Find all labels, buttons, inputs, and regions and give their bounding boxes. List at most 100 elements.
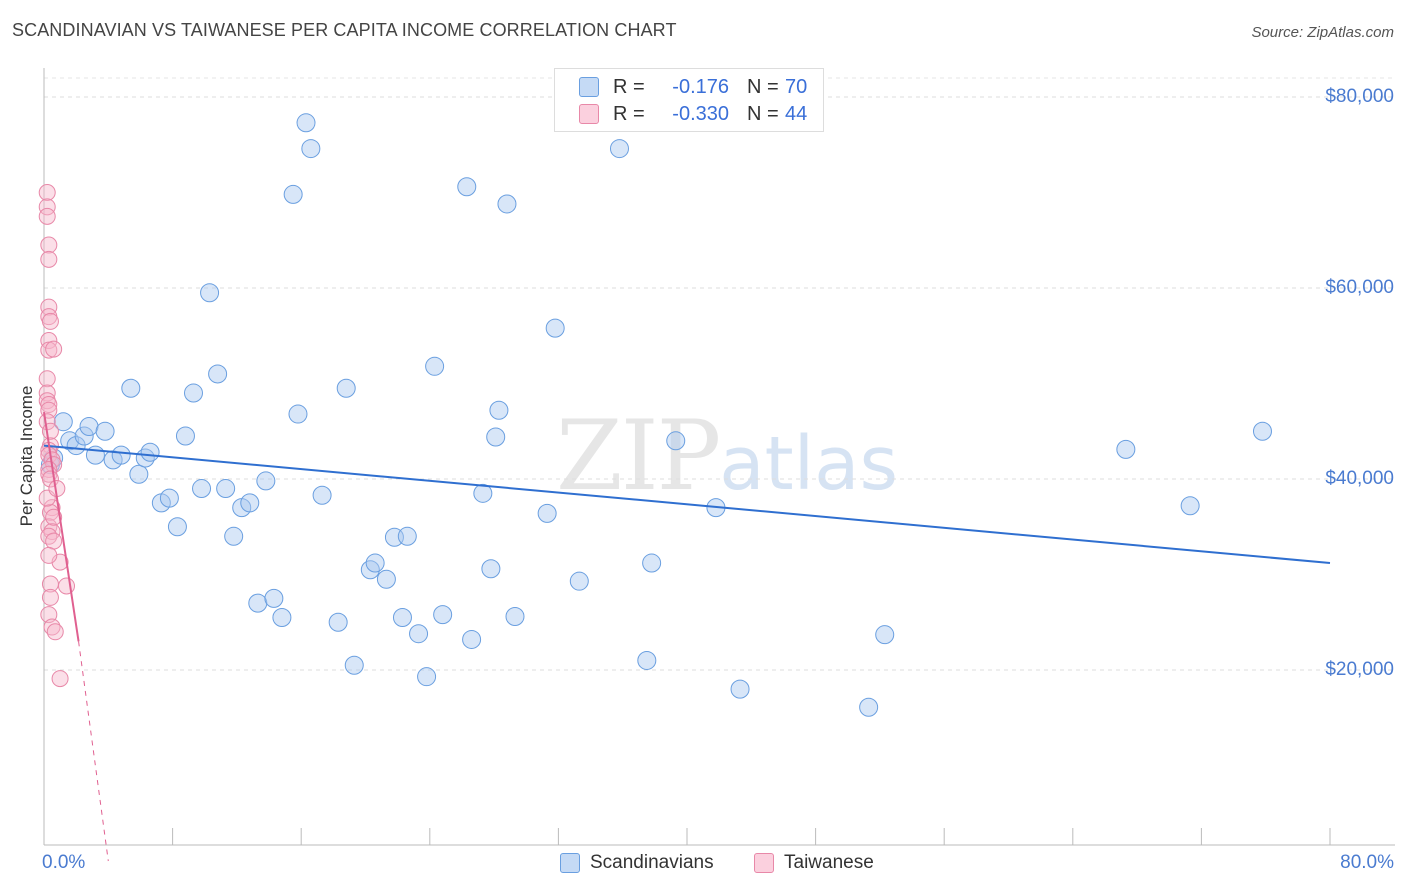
data-point [51,670,69,688]
source-label: Source: ZipAtlas.com [1251,24,1394,41]
data-point [730,679,750,699]
legend-n-label: N = [747,102,779,125]
data-point [38,184,56,201]
data-point [40,332,58,350]
data-point [38,370,56,388]
data-point [41,312,59,330]
data-point [43,618,61,636]
data-point [296,113,316,133]
data-point [505,607,525,627]
trend-lines [43,412,1331,862]
data-point [1252,421,1272,441]
data-point [473,483,493,503]
data-point [283,184,303,204]
data-point [40,341,58,359]
legend-row-taiwanese: R = -0.330 N = 44 [579,101,807,127]
watermark: ZIPatlas [556,400,898,512]
data-point [45,508,63,526]
data-point [666,431,686,451]
y-tick-label: $40,000 [1325,468,1394,489]
data-point [58,577,76,595]
data-point [264,588,284,608]
chart-title: SCANDINAVIAN VS TAIWANESE PER CAPITA INC… [12,20,677,40]
data-point [365,553,385,573]
data-point [121,378,141,398]
axes [43,68,1395,846]
gridlines [44,77,1395,671]
data-point [875,625,895,645]
data-point [409,624,429,644]
data-point [569,571,589,591]
data-point [183,383,203,403]
data-point [216,479,236,499]
data-point [288,404,308,424]
data-point [1116,439,1136,459]
data-point [40,527,58,545]
data-point [208,364,228,384]
data-point [859,697,879,717]
data-point [224,526,244,546]
data-point [272,607,292,627]
data-point [46,623,64,641]
x-max-label: 80.0% [1340,852,1394,873]
data-point [66,436,86,456]
data-point [40,396,58,414]
data-point [457,177,477,197]
data-point [462,629,482,649]
data-point [392,607,412,627]
data-point [74,426,94,446]
data-point [537,503,557,523]
legend-r-value: -0.330 [672,102,729,125]
legend-swatch-blue [579,77,599,97]
legend: R = -0.176 N = 70 R = -0.330 N = 44 [554,68,824,132]
data-point [637,650,657,670]
data-point [111,445,131,465]
bottom-legend-swatch-blue [560,853,580,873]
watermark-zip: ZIP [556,400,721,512]
data-point [38,198,56,216]
data-point [45,532,63,550]
data-point [240,493,260,513]
data-point [41,422,59,440]
data-point [53,412,73,432]
data-point [397,526,417,546]
data-point [312,485,332,505]
legend-r-label: R = [613,75,645,98]
data-point [609,139,629,159]
data-point [45,340,63,358]
legend-n-label: N = [747,75,779,98]
bottom-legend-label: Scandinavians [590,852,714,873]
data-point [40,250,58,268]
data-point [40,298,58,316]
data-point [486,427,506,447]
legend-row-scandinavians: R = -0.176 N = 70 [579,74,807,100]
data-point [344,655,364,675]
bottom-legend-label: Taiwanese [784,852,874,873]
data-point [129,464,149,484]
data-point [433,605,453,625]
data-point [159,488,179,508]
data-point [256,471,276,491]
data-point [200,283,220,303]
data-point [140,442,160,462]
data-point [497,194,517,214]
legend-r-label: R = [613,102,645,125]
data-point [248,593,268,613]
watermark-atlas: atlas [719,421,899,507]
data-point [167,517,187,537]
y-axis-label: Per Capita Income [17,385,36,527]
bottom-legend-scandinavians: Scandinavians [560,852,714,874]
legend-swatch-pink [579,104,599,124]
data-point [336,378,356,398]
data-point [642,553,662,573]
data-point [376,569,396,589]
data-point [79,416,99,436]
data-point [95,421,115,441]
trend-line-taiwanese [43,412,80,642]
data-point [425,356,445,376]
y-tick-label: $20,000 [1325,659,1394,680]
data-point [328,612,348,632]
data-point [192,479,212,499]
data-point [481,559,501,579]
